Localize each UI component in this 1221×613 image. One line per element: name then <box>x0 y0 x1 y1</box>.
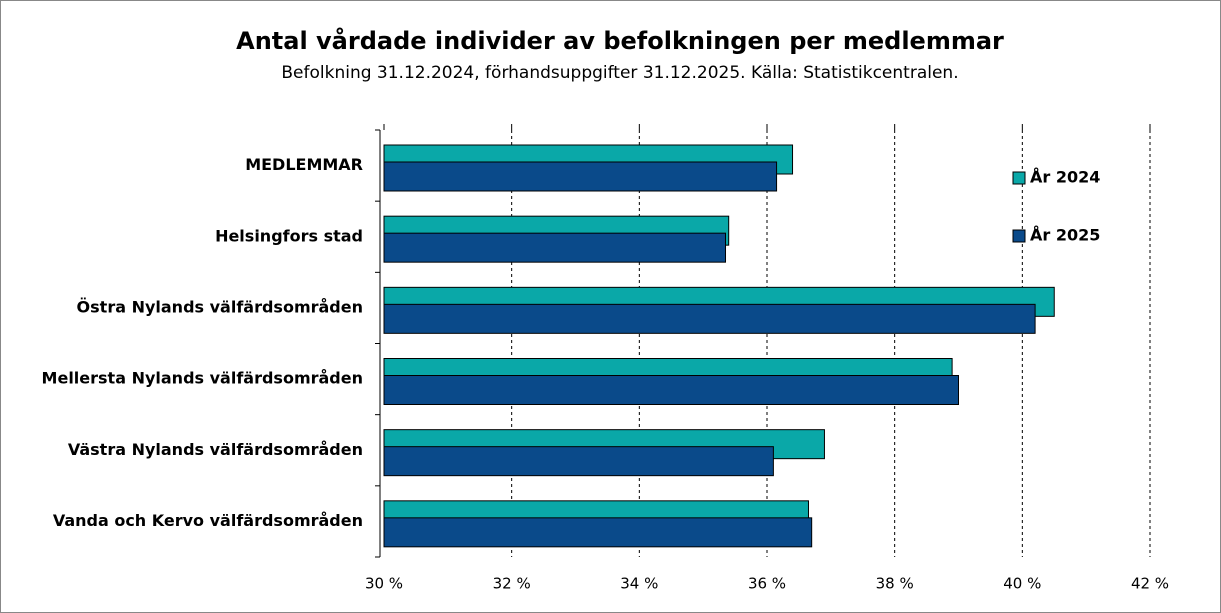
x-tick-label: 30 % <box>365 575 403 593</box>
bar <box>383 517 813 548</box>
bar <box>383 303 1036 334</box>
x-tick-label: 32 % <box>493 575 531 593</box>
bar <box>383 161 778 192</box>
chart-title: Antal vårdade individer av befolkningen … <box>236 26 1004 55</box>
x-tick-label: 42 % <box>1131 575 1169 593</box>
x-tick-label: 40 % <box>1003 575 1041 593</box>
y-tick-label: Östra Nylands välfärdsområden <box>77 297 363 316</box>
bar <box>383 375 959 405</box>
legend-label: År 2025 <box>1030 226 1100 245</box>
legend-swatch <box>1012 171 1026 185</box>
bar <box>383 446 774 477</box>
x-tick-label: 38 % <box>876 575 914 593</box>
x-tick-label: 34 % <box>620 575 658 593</box>
y-tick-label: Vanda och Kervo välfärdsområden <box>53 511 363 530</box>
y-tick-label: Helsingfors stad <box>215 226 363 245</box>
legend-swatch <box>1012 229 1026 243</box>
chart-subtitle: Befolkning 31.12.2024, förhandsuppgifter… <box>281 63 958 83</box>
y-tick-label: Västra Nylands välfärdsområden <box>68 440 363 459</box>
y-tick-label: Mellersta Nylands välfärdsområden <box>42 369 363 388</box>
x-tick-label: 36 % <box>748 575 786 593</box>
bar <box>383 232 727 263</box>
legend-label: År 2024 <box>1030 168 1100 187</box>
y-tick-label: MEDLEMMAR <box>245 155 363 174</box>
